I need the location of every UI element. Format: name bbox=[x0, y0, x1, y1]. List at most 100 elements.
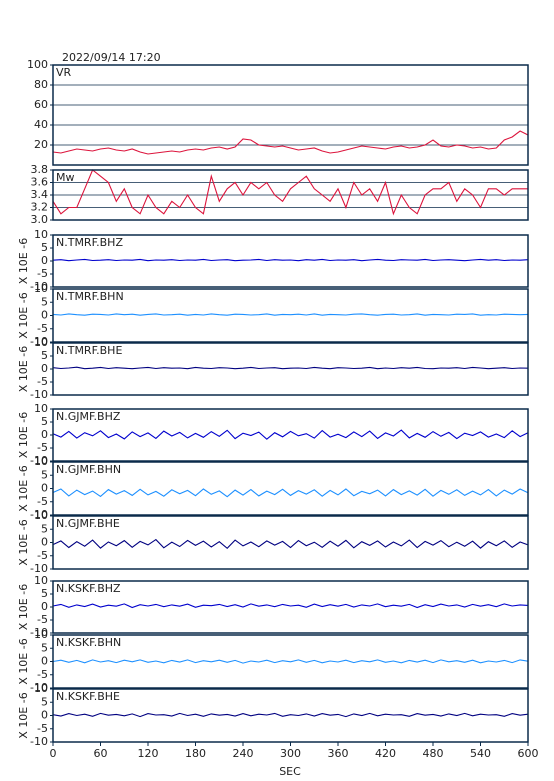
y-tick-label: -10 bbox=[30, 562, 48, 575]
y-tick-label: 5 bbox=[41, 587, 48, 600]
x-tick-label: 420 bbox=[375, 747, 396, 760]
panel-frame bbox=[52, 634, 529, 689]
x-tick-label: 540 bbox=[470, 747, 491, 760]
y-tick-label: 60 bbox=[34, 98, 48, 111]
y-tick-label: -10 bbox=[30, 388, 48, 401]
panel-frame bbox=[52, 515, 529, 570]
panel-label: N.TMRF.BHZ bbox=[56, 236, 123, 249]
y-axis-label: X 10E -6 bbox=[17, 584, 30, 630]
x-tick-label: 0 bbox=[50, 747, 57, 760]
y-tick-label: 5 bbox=[41, 349, 48, 362]
series-line bbox=[52, 313, 529, 316]
y-tick-label: -5 bbox=[37, 322, 48, 335]
y-tick-label: 5 bbox=[41, 641, 48, 654]
panel-label: N.GJMF.BHN bbox=[56, 463, 121, 476]
y-tick-label: 80 bbox=[34, 78, 48, 91]
y-tick-label: 3.2 bbox=[31, 201, 49, 214]
series-line bbox=[52, 258, 529, 262]
panel-label: Mw bbox=[56, 171, 75, 184]
series-line bbox=[52, 538, 529, 550]
y-tick-label: -5 bbox=[37, 613, 48, 626]
y-tick-label: 10 bbox=[34, 336, 48, 349]
panel-label: N.TMRF.BHN bbox=[56, 290, 124, 303]
panel-frame bbox=[52, 169, 529, 221]
x-tick-label: 480 bbox=[423, 747, 444, 760]
series-line bbox=[52, 130, 529, 155]
y-tick-label: 10 bbox=[34, 402, 48, 415]
series-line bbox=[52, 169, 528, 216]
y-tick-label: 0 bbox=[41, 655, 48, 668]
panel-frame bbox=[52, 461, 529, 516]
y-axis-label: X 10E -6 bbox=[17, 692, 30, 738]
panel-frame bbox=[52, 580, 529, 634]
y-tick-label: 10 bbox=[34, 574, 48, 587]
y-tick-label: -5 bbox=[37, 375, 48, 388]
y-tick-label: -5 bbox=[37, 441, 48, 454]
y-tick-label: 100 bbox=[27, 58, 48, 71]
y-tick-label: 0 bbox=[41, 600, 48, 613]
y-tick-label: 0 bbox=[41, 254, 48, 267]
y-tick-label: -5 bbox=[37, 668, 48, 681]
y-tick-label: -10 bbox=[30, 335, 48, 348]
y-tick-label: -5 bbox=[37, 722, 48, 735]
y-tick-label: -10 bbox=[30, 735, 48, 748]
y-tick-label: 5 bbox=[41, 241, 48, 254]
y-tick-label: 0 bbox=[41, 362, 48, 375]
panel-frame bbox=[52, 234, 529, 288]
y-tick-label: 5 bbox=[41, 295, 48, 308]
y-axis-label: X 10E -6 bbox=[17, 465, 30, 511]
panel-frame bbox=[52, 408, 529, 462]
y-tick-label: 0 bbox=[41, 709, 48, 722]
panel-label: VR bbox=[56, 66, 72, 79]
y-tick-label: 3.8 bbox=[31, 163, 49, 176]
y-tick-label: -10 bbox=[30, 454, 48, 467]
y-tick-label: -10 bbox=[30, 681, 48, 694]
y-tick-label: 0 bbox=[41, 428, 48, 441]
y-tick-label: -10 bbox=[30, 626, 48, 639]
series-line bbox=[52, 603, 529, 609]
y-axis-label: X 10E -6 bbox=[17, 519, 30, 565]
y-tick-label: 20 bbox=[34, 138, 48, 151]
y-tick-label: 3.4 bbox=[31, 188, 49, 201]
panel-frame bbox=[52, 64, 529, 166]
y-tick-label: -5 bbox=[37, 495, 48, 508]
panel-label: N.KSKF.BHZ bbox=[56, 582, 121, 595]
y-tick-label: -5 bbox=[37, 267, 48, 280]
y-tick-label: 10 bbox=[34, 628, 48, 641]
x-tick-label: 180 bbox=[185, 747, 206, 760]
panel-frame bbox=[52, 288, 529, 343]
series-line bbox=[52, 659, 529, 664]
y-axis-label: X 10E -6 bbox=[17, 638, 30, 684]
series-line bbox=[52, 488, 529, 498]
y-tick-label: 10 bbox=[34, 228, 48, 241]
y-tick-label: 10 bbox=[34, 455, 48, 468]
y-tick-label: 0 bbox=[41, 482, 48, 495]
y-tick-label: 5 bbox=[41, 415, 48, 428]
x-tick-label: 240 bbox=[233, 747, 254, 760]
y-axis-label: X 10E -6 bbox=[17, 292, 30, 338]
y-tick-label: 5 bbox=[41, 522, 48, 535]
y-tick-label: 10 bbox=[34, 682, 48, 695]
series-line bbox=[52, 429, 529, 440]
y-axis-label: X 10E -6 bbox=[17, 346, 30, 392]
panel-label: N.GJMF.BHZ bbox=[56, 410, 121, 423]
y-axis-label: X 10E -6 bbox=[17, 238, 30, 284]
panel-label: N.KSKF.BHE bbox=[56, 690, 120, 703]
panel-label: N.GJMF.BHE bbox=[56, 517, 120, 530]
x-tick-label: 60 bbox=[94, 747, 108, 760]
series-line bbox=[52, 366, 529, 370]
y-tick-label: 10 bbox=[34, 509, 48, 522]
y-tick-label: 5 bbox=[41, 468, 48, 481]
y-tick-label: -10 bbox=[30, 508, 48, 521]
y-tick-label: -10 bbox=[30, 280, 48, 293]
x-axis-label: SEC bbox=[279, 765, 301, 778]
y-tick-label: 3.6 bbox=[31, 176, 49, 189]
y-tick-label: 40 bbox=[34, 118, 48, 131]
x-tick-label: 300 bbox=[280, 747, 301, 760]
y-tick-label: -5 bbox=[37, 549, 48, 562]
x-tick-label: 600 bbox=[518, 747, 539, 760]
y-tick-label: 10 bbox=[34, 282, 48, 295]
panel-label: N.KSKF.BHN bbox=[56, 636, 121, 649]
y-tick-label: 0 bbox=[41, 536, 48, 549]
